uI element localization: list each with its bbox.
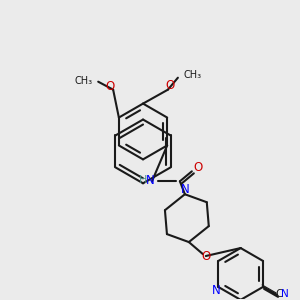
Text: C: C — [275, 289, 283, 299]
Text: O: O — [106, 80, 115, 93]
Text: N: N — [146, 174, 154, 187]
Text: O: O — [201, 250, 210, 262]
Text: O: O — [165, 79, 175, 92]
Text: N: N — [212, 284, 220, 297]
Text: O: O — [193, 161, 203, 174]
Text: CH₃: CH₃ — [74, 76, 92, 86]
Text: H: H — [139, 175, 147, 185]
Text: N: N — [181, 183, 189, 196]
Text: CH₃: CH₃ — [184, 70, 202, 80]
Text: N: N — [281, 289, 289, 299]
